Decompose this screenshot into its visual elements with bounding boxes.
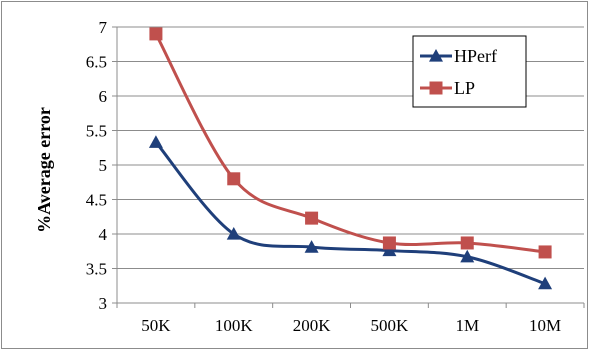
series-group — [148, 27, 553, 290]
triangle-marker — [304, 240, 319, 253]
square-marker — [538, 245, 552, 259]
y-tick-label: 6 — [99, 87, 108, 106]
legend-label: HPerf — [454, 46, 497, 66]
triangle-marker — [382, 243, 397, 257]
series-lp — [149, 27, 552, 259]
x-tick-label: 1M — [455, 316, 479, 335]
square-marker — [305, 211, 319, 225]
legend-marker — [429, 81, 443, 95]
series-line — [154, 141, 546, 286]
legend-box — [412, 35, 527, 108]
legend-marker — [429, 49, 443, 62]
legend-item-hperf: HPerf — [420, 46, 497, 66]
square-marker — [382, 236, 396, 250]
y-tick-label: 5.5 — [86, 122, 107, 141]
x-tick-label: 50K — [141, 316, 171, 335]
series-hperf — [148, 135, 553, 290]
y-tick-label: 4 — [99, 225, 108, 244]
triangle-marker — [538, 276, 553, 290]
y-tick-label: 7 — [99, 18, 108, 37]
x-tick-label: 100K — [215, 316, 254, 335]
square-marker — [149, 27, 163, 41]
x-tick-label: 500K — [371, 316, 410, 335]
square-marker — [460, 236, 474, 250]
x-tick-labels: 50K 100K 200K 500K 1M 10M — [141, 316, 561, 335]
triangle-marker — [460, 249, 475, 263]
legend: HPerf LP — [412, 35, 527, 108]
x-tick-label: 200K — [293, 316, 332, 335]
y-tick-label: 4.5 — [86, 191, 107, 210]
legend-item-lp: LP — [420, 78, 475, 98]
square-marker — [227, 172, 241, 186]
triangle-marker — [226, 227, 241, 240]
triangle-marker — [148, 135, 163, 148]
y-tick-labels: 3 3.5 4 4.5 5 5.5 6 6.5 7 — [86, 18, 108, 313]
y-tick-label: 3 — [99, 294, 108, 313]
axes — [116, 27, 585, 308]
y-tick-label: 5 — [99, 156, 108, 175]
y-axis-title: %Average error — [34, 107, 54, 233]
y-tick-label: 3.5 — [86, 260, 107, 279]
x-tick-label: 10M — [529, 316, 561, 335]
y-tick-label: 6.5 — [86, 53, 107, 72]
legend-label: LP — [454, 78, 475, 98]
